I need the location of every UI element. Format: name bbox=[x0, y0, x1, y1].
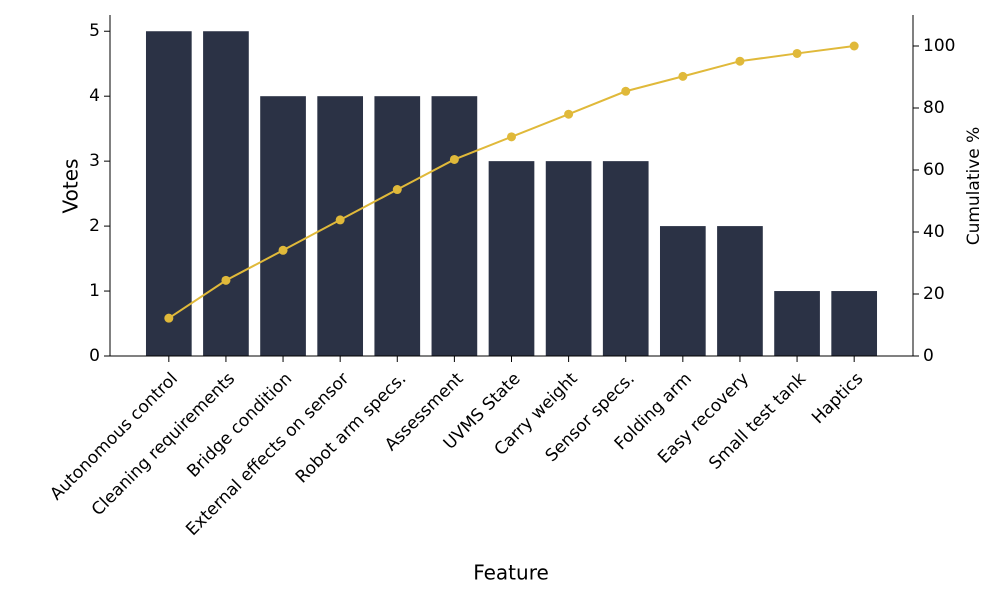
y-tick-label: 1 bbox=[89, 281, 100, 301]
cumulative-point bbox=[849, 41, 859, 51]
x-axis-label: Feature bbox=[473, 561, 549, 585]
y-tick-label: 3 bbox=[89, 151, 100, 171]
cumulative-point bbox=[735, 56, 745, 66]
cumulative-point bbox=[278, 245, 288, 255]
cumulative-point bbox=[621, 86, 631, 96]
bar bbox=[145, 31, 192, 356]
x-tick-label: Haptics bbox=[808, 369, 867, 428]
bar bbox=[317, 96, 364, 356]
y2-tick-label: 20 bbox=[923, 284, 945, 304]
cumulative-point bbox=[221, 275, 231, 285]
bar bbox=[774, 291, 820, 356]
bar bbox=[659, 226, 706, 356]
y2-tick-label: 80 bbox=[923, 98, 945, 118]
y-tick-label: 5 bbox=[89, 21, 100, 41]
y2-tick-label: 100 bbox=[923, 36, 955, 56]
cumulative-point bbox=[164, 313, 174, 323]
cumulative-point bbox=[335, 215, 345, 225]
bar bbox=[488, 161, 535, 356]
bar bbox=[374, 96, 421, 356]
x-tick-label: Robot arm specs. bbox=[292, 369, 410, 487]
y-tick-label: 0 bbox=[89, 346, 100, 366]
cumulative-point bbox=[507, 132, 516, 142]
x-tick-label: Bridge condition bbox=[183, 369, 296, 482]
bar bbox=[545, 161, 592, 356]
y-tick-label: 2 bbox=[89, 216, 100, 236]
x-tick-label: Small test tank bbox=[705, 369, 810, 474]
bar bbox=[717, 226, 763, 356]
bar bbox=[602, 161, 649, 356]
cumulative-point bbox=[449, 154, 459, 164]
y-tick-label: 4 bbox=[89, 86, 100, 106]
cumulative-point bbox=[678, 71, 688, 81]
y2-tick-label: 0 bbox=[923, 346, 934, 366]
bar bbox=[431, 96, 478, 356]
y-axis-label: Votes bbox=[59, 159, 83, 214]
y2-tick-label: 40 bbox=[923, 222, 945, 242]
cumulative-point bbox=[564, 109, 574, 119]
y2-axis-label: Cumulative % bbox=[964, 127, 984, 246]
bar bbox=[831, 291, 878, 356]
cumulative-point bbox=[392, 185, 402, 195]
cumulative-point bbox=[792, 48, 802, 58]
bar bbox=[260, 96, 306, 356]
bar bbox=[203, 31, 249, 356]
y2-tick-label: 60 bbox=[923, 160, 945, 180]
